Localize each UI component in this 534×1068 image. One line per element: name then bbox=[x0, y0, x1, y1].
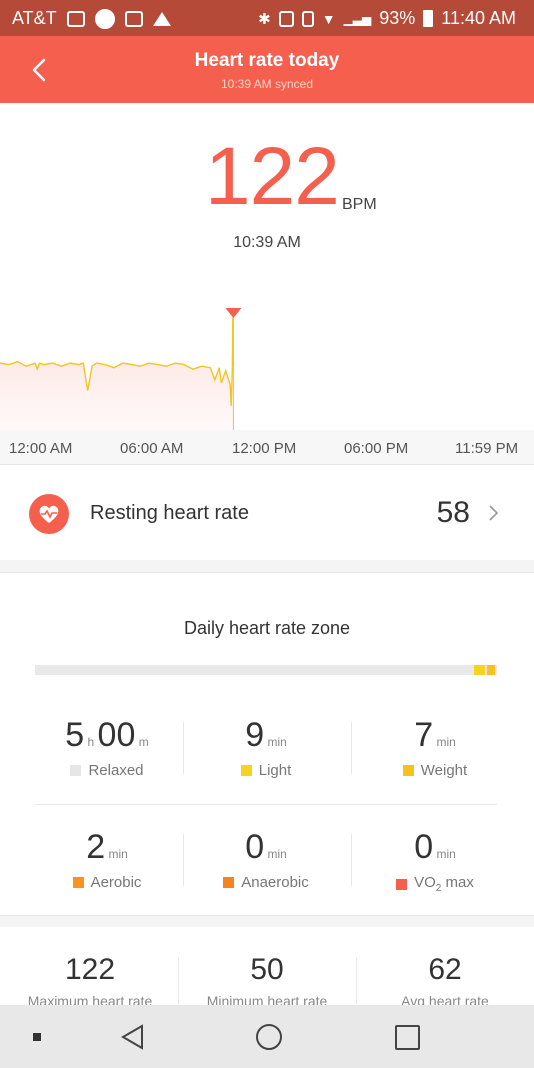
divider bbox=[178, 958, 179, 1004]
zone-color-swatch bbox=[72, 877, 84, 888]
divider bbox=[356, 958, 357, 1004]
zone-color-swatch bbox=[240, 765, 252, 776]
zone-color-swatch bbox=[402, 765, 414, 776]
zone-unit: min bbox=[264, 735, 287, 749]
chevron-left-icon bbox=[32, 58, 46, 82]
heart-rate-unit: BPM bbox=[342, 196, 377, 213]
app-header: Heart rate today 10:39 AM synced bbox=[0, 36, 534, 103]
resting-heart-rate-label: Resting heart rate bbox=[90, 502, 249, 524]
zone-value-minutes: 00 bbox=[97, 716, 136, 754]
zone-unit: min bbox=[264, 847, 287, 861]
divider bbox=[0, 572, 534, 573]
stat-value: 50 bbox=[250, 953, 284, 986]
zone-color-swatch bbox=[223, 877, 235, 888]
wifi-icon: ▼ bbox=[321, 10, 336, 27]
divider bbox=[351, 722, 352, 774]
chart-x-axis: 12:00 AM 06:00 AM 12:00 PM 06:00 PM 11:59 PM bbox=[0, 430, 534, 464]
zone-value: 2 bbox=[86, 828, 106, 866]
zone-relaxed: 5 h 00 m Relaxed bbox=[32, 718, 182, 779]
heart-rate-line bbox=[0, 317, 235, 406]
app-notification-icon bbox=[94, 8, 115, 29]
warning-icon bbox=[152, 11, 171, 26]
stat-value: 62 bbox=[428, 953, 462, 986]
system-nav-bar bbox=[0, 1005, 534, 1068]
zone-label: Light bbox=[258, 762, 292, 779]
divider bbox=[351, 834, 352, 886]
heart-icon bbox=[29, 494, 69, 534]
heart-rate-area bbox=[0, 317, 234, 430]
section-gap bbox=[0, 915, 534, 927]
zone-weight: 7 min Weight bbox=[360, 718, 510, 779]
resting-heart-rate-row[interactable]: Resting heart rate 58 bbox=[0, 466, 534, 560]
zone-unit: h bbox=[84, 735, 98, 749]
zone-bar-segment bbox=[487, 665, 495, 675]
zone-light: 9 min Light bbox=[191, 718, 341, 779]
battery-icon bbox=[423, 10, 434, 27]
resting-heart-rate-value: 58 bbox=[436, 496, 470, 529]
current-heart-rate: 122 bbox=[205, 131, 340, 222]
image-icon bbox=[124, 10, 143, 27]
zone-unit: min bbox=[433, 735, 456, 749]
divider bbox=[35, 804, 497, 805]
heart-rate-zone-bar bbox=[35, 665, 497, 675]
mail-icon bbox=[66, 10, 85, 27]
zone-bar-segment bbox=[35, 665, 474, 675]
zone-color-swatch bbox=[70, 765, 82, 776]
chevron-right-icon bbox=[489, 505, 499, 521]
clock: 11:40 AM bbox=[441, 8, 516, 28]
home-nav-button[interactable] bbox=[256, 1024, 282, 1050]
divider bbox=[0, 464, 534, 465]
sync-status: 10:39 AM synced bbox=[220, 77, 314, 91]
stat-value: 122 bbox=[64, 953, 116, 986]
zone-label: VO2 max bbox=[414, 874, 474, 894]
x-tick-label: 06:00 PM bbox=[344, 440, 409, 457]
battery-percent: 93% bbox=[379, 8, 416, 28]
vibrate-icon bbox=[301, 10, 314, 27]
status-bar: AT&T ✱ ▼ ▁▃▅ 93% 11:40 AM bbox=[0, 0, 534, 36]
divider bbox=[0, 915, 534, 916]
zone-anaerobic: 0 min Anaerobic bbox=[191, 830, 341, 891]
bluetooth-icon: ✱ bbox=[258, 10, 271, 28]
zone-bar-segment bbox=[474, 665, 485, 675]
zone-label: Weight bbox=[420, 762, 468, 779]
zone-unit: min bbox=[433, 847, 456, 861]
section-gap bbox=[0, 560, 534, 572]
back-button[interactable] bbox=[22, 52, 58, 88]
back-nav-icon[interactable] bbox=[118, 1022, 148, 1052]
zone-value: 7 bbox=[414, 716, 434, 754]
stat-minimum-heart-rate: 50 Minimum heart rate bbox=[187, 953, 347, 1010]
zone-unit-minutes: m bbox=[135, 735, 149, 749]
zone-label: Aerobic bbox=[90, 874, 142, 891]
divider bbox=[183, 834, 184, 886]
current-reading-marker bbox=[225, 308, 242, 318]
stat-maximum-heart-rate: 122 Maximum heart rate bbox=[10, 953, 170, 1010]
reading-time: 10:39 AM bbox=[233, 234, 301, 251]
zone-unit: min bbox=[105, 847, 128, 861]
recents-nav-button[interactable] bbox=[395, 1025, 420, 1050]
zone-value: 9 bbox=[245, 716, 265, 754]
zone-aerobic: 2 min Aerobic bbox=[32, 830, 182, 891]
stat-avg-heart-rate: 62 Avg heart rate bbox=[365, 953, 525, 1010]
zone-value: 5 bbox=[65, 716, 85, 754]
nav-dot-button[interactable] bbox=[33, 1033, 41, 1041]
nfc-icon bbox=[278, 10, 294, 27]
page-title: Heart rate today bbox=[194, 50, 340, 71]
zone-value: 0 bbox=[414, 828, 434, 866]
x-tick-label: 11:59 PM bbox=[455, 440, 519, 457]
zone-value: 0 bbox=[245, 828, 265, 866]
x-tick-label: 12:00 AM bbox=[9, 440, 73, 457]
zone-label: Relaxed bbox=[88, 762, 144, 779]
heart-rate-zone-title: Daily heart rate zone bbox=[183, 618, 351, 638]
divider bbox=[183, 722, 184, 774]
zone-vo: 0 min VO2 max bbox=[360, 830, 510, 894]
signal-icon: ▁▃▅ bbox=[343, 11, 372, 26]
carrier-label: AT&T bbox=[12, 8, 57, 28]
heart-rate-chart[interactable] bbox=[0, 300, 534, 430]
zone-color-swatch bbox=[396, 878, 408, 890]
x-tick-label: 06:00 AM bbox=[120, 440, 184, 457]
zone-label: Anaerobic bbox=[241, 874, 309, 891]
x-tick-label: 12:00 PM bbox=[232, 440, 297, 457]
